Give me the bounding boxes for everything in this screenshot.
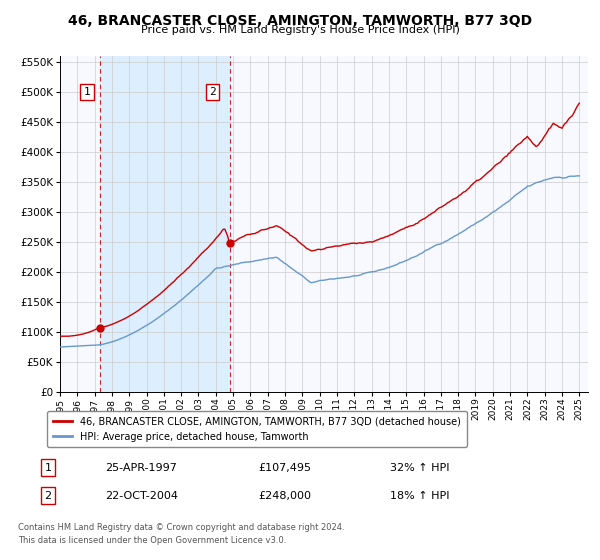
Text: Price paid vs. HM Land Registry's House Price Index (HPI): Price paid vs. HM Land Registry's House … — [140, 25, 460, 35]
Text: This data is licensed under the Open Government Licence v3.0.: This data is licensed under the Open Gov… — [18, 536, 286, 545]
Text: 22-OCT-2004: 22-OCT-2004 — [105, 491, 178, 501]
Text: Contains HM Land Registry data © Crown copyright and database right 2024.: Contains HM Land Registry data © Crown c… — [18, 523, 344, 532]
Text: £248,000: £248,000 — [258, 491, 311, 501]
Text: 18% ↑ HPI: 18% ↑ HPI — [390, 491, 449, 501]
Bar — [100, 56, 230, 392]
Text: 46, BRANCASTER CLOSE, AMINGTON, TAMWORTH, B77 3QD: 46, BRANCASTER CLOSE, AMINGTON, TAMWORTH… — [68, 14, 532, 28]
Text: 25-APR-1997: 25-APR-1997 — [105, 463, 177, 473]
Text: £107,495: £107,495 — [258, 463, 311, 473]
Text: 1: 1 — [44, 463, 52, 473]
Text: 32% ↑ HPI: 32% ↑ HPI — [390, 463, 449, 473]
Text: 2: 2 — [209, 87, 216, 97]
Legend: 46, BRANCASTER CLOSE, AMINGTON, TAMWORTH, B77 3QD (detached house), HPI: Average: 46, BRANCASTER CLOSE, AMINGTON, TAMWORTH… — [47, 411, 467, 447]
Text: 2: 2 — [44, 491, 52, 501]
Text: 1: 1 — [83, 87, 90, 97]
